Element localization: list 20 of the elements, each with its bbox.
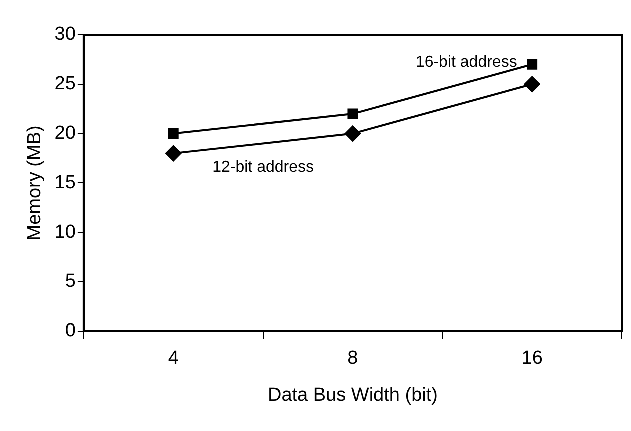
x-tick-label: 8 [348, 348, 358, 370]
point [166, 146, 182, 162]
y-tick-label: 25 [54, 74, 76, 95]
point [527, 59, 538, 70]
y-tick-label: 10 [54, 222, 76, 243]
y-tick-label: 30 [54, 24, 76, 46]
x-tick-label: 16 [522, 348, 543, 370]
y-tick-label: 15 [54, 172, 76, 194]
point [524, 76, 540, 92]
point [348, 108, 358, 120]
series-label: 16-bit address [416, 54, 518, 72]
x-axis-title: Data Bus Width (bit) [268, 384, 438, 406]
y-tick-label: 0 [65, 320, 76, 342]
point [344, 126, 361, 142]
point [168, 128, 179, 140]
y-tick-label: 20 [54, 123, 76, 144]
y-axis-title: Memory (MB) [24, 126, 46, 241]
y-tick-label: 5 [65, 271, 76, 292]
x-tick-label: 4 [168, 348, 180, 370]
series-label: 12-bit address [212, 159, 314, 176]
